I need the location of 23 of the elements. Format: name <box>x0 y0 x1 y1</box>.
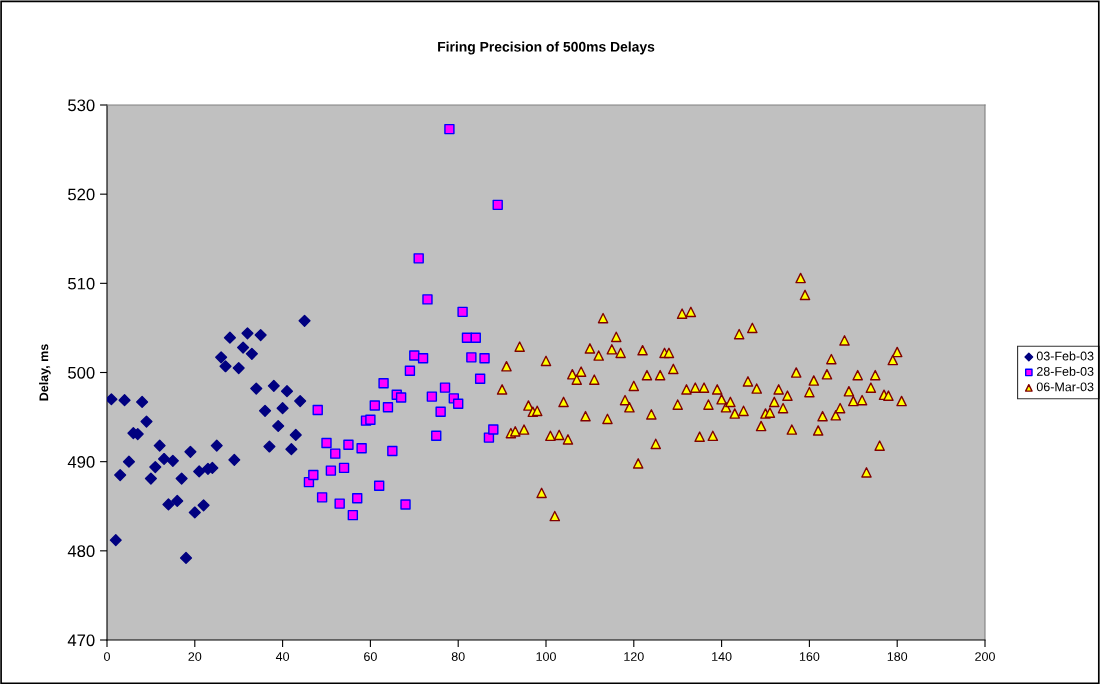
x-tick-label: 180 <box>887 652 908 661</box>
x-tick-label: 160 <box>799 652 820 661</box>
y-tick-label: 500 <box>68 366 95 379</box>
y-tick-label: 510 <box>68 277 95 290</box>
y-tick-label: 490 <box>67 456 95 468</box>
x-tick-label: 40 <box>275 652 290 661</box>
x-tick-label: 100 <box>536 652 556 661</box>
x-tick-label: 80 <box>451 652 465 661</box>
legend-label: 28-Feb-03 <box>1036 366 1094 376</box>
x-tick-label: 60 <box>364 652 377 661</box>
y-tick-label: 480 <box>67 545 95 558</box>
x-tick-label: 120 <box>624 652 644 661</box>
x-tick-label: 140 <box>712 652 732 661</box>
x-tick-label: 20 <box>188 652 202 661</box>
chart-title: Firing Precision of 500ms Delays <box>438 41 655 55</box>
y-tick-label: 530 <box>68 99 95 112</box>
y-tick-label: 520 <box>68 188 95 201</box>
x-tick-label: 0 <box>104 652 110 661</box>
legend-label: 03-Feb-03 <box>1036 351 1094 361</box>
legend-label: 06-Mar-03 <box>1036 382 1094 392</box>
x-tick-label: 200 <box>975 652 995 661</box>
y-tick-label: 470 <box>67 634 95 647</box>
y-axis-title: Delay, ms <box>39 344 51 401</box>
